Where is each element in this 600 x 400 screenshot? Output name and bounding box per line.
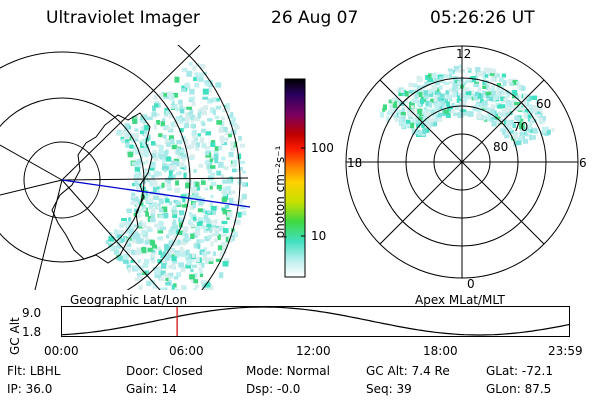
time-tick: 18:00 [423,344,458,358]
aurora-emission-right [380,64,555,147]
lat-circle [177,45,241,290]
colorbar [284,78,306,278]
noon-midnight-line [61,179,251,208]
altitude-ytick-min: 1.8 [22,325,42,339]
status-glon: GLon: 87.5 [486,382,552,396]
altitude-plot [61,306,571,337]
mlt-label-12: 12 [456,47,472,61]
meridian-line [61,45,201,181]
left-map-label: Geographic Lat/Lon [70,293,188,307]
status-door: Door: Closed [126,364,203,378]
time-tick: 12:00 [296,344,331,358]
status-glat: GLat: -72.1 [486,364,553,378]
altitude-ytick-max: 9.0 [22,306,42,320]
status-dsp: Dsp: -0.0 [246,382,301,396]
meridian-line [61,179,161,290]
altitude-curve [61,306,571,336]
lat-circle [0,97,145,263]
geographic-map [0,45,251,290]
mlat-label-80: 80 [493,140,509,154]
mlt-line [379,79,545,245]
mlat-label-70: 70 [513,120,529,134]
meridian-line [34,179,63,290]
mlat-label-60: 60 [536,97,552,111]
status-mode: Mode: Normal [246,364,330,378]
altitude-ylabel: GC Alt [8,317,22,355]
meridian-line [0,144,63,181]
status-seq: Seq: 39 [366,382,412,396]
meridian-line [0,179,63,196]
aurora-emission-left [105,62,248,290]
date-label: 26 Aug 07 [271,8,359,28]
antarctica-coastline [51,112,153,264]
time-tick: 06:00 [169,344,204,358]
status-gc-alt: GC Alt: 7.4 Re [366,364,450,378]
status-flt: Flt: LBHL [7,364,61,378]
colorbar-tick-10: 10 [311,229,327,243]
colorbar-tick-100: 100 [311,141,334,155]
meridian-line [61,177,249,181]
right-map-label: Apex MLat/MLT [415,293,505,307]
time-tick: 23:59 [548,344,583,358]
mlt-label-18: 18 [347,156,363,170]
colorbar-unit-label: photon cm⁻²s⁻¹ [273,145,287,239]
time-tick: 00:00 [44,344,79,358]
status-gain: Gain: 14 [126,382,177,396]
lat-circle [0,51,191,290]
mlt-label-6: 6 [579,156,587,170]
polar-map [345,45,579,279]
mlt-label-0: 0 [467,277,475,291]
instrument-title: Ultraviolet Imager [46,8,200,28]
status-ip: IP: 36.0 [7,382,53,396]
time-label: 05:26:26 UT [430,8,535,28]
